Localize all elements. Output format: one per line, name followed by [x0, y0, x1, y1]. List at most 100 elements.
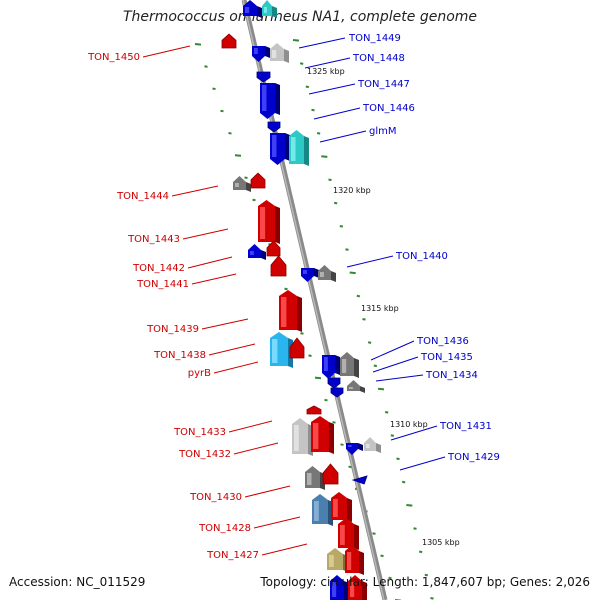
gene-label[interactable]: TON_1436: [416, 336, 469, 347]
tick-mark: [328, 178, 332, 182]
gene-label[interactable]: TON_1432: [178, 449, 231, 460]
gene-feature: [270, 332, 293, 368]
leader-lines: [142, 37, 446, 556]
gene-feature: [327, 548, 348, 572]
gene-label[interactable]: TON_1427: [206, 550, 259, 561]
tick-mark: [228, 131, 232, 135]
tick-mark: [362, 318, 366, 321]
gene-label[interactable]: TON_1428: [198, 523, 251, 534]
tick-mark: [299, 62, 304, 65]
gene-feature: [270, 255, 287, 277]
tick-mark: [321, 155, 328, 158]
gene-label[interactable]: TON_1448: [352, 53, 405, 64]
leader-line: [213, 361, 259, 374]
gene-feature: [318, 265, 336, 282]
tick-mark: [311, 108, 315, 112]
gene-feature: [331, 492, 352, 522]
tick-mark: [367, 341, 372, 344]
gene-feature: [311, 416, 334, 454]
gene-feature: [248, 244, 266, 260]
gene-label[interactable]: TON_1434: [425, 370, 478, 381]
tick-mark: [377, 387, 385, 391]
leader-line: [372, 356, 419, 373]
leader-line: [228, 420, 273, 433]
tick-mark: [220, 109, 224, 113]
tick-mark: [194, 43, 202, 46]
gene-feature: [345, 545, 364, 575]
gene-feature: [364, 437, 381, 453]
gene-label[interactable]: TON_1431: [439, 421, 492, 432]
tick-mark: [204, 65, 208, 68]
tick-mark: [418, 550, 423, 554]
gene-label[interactable]: TON_1439: [146, 324, 199, 335]
leader-line: [346, 255, 394, 268]
gene-feature: [322, 463, 339, 485]
gene-feature: [347, 380, 365, 393]
gene-label[interactable]: pyrB: [188, 368, 211, 379]
gene-feature: [305, 466, 325, 490]
gene-label[interactable]: TON_1449: [348, 33, 401, 44]
gene-feature: [330, 575, 349, 600]
gene-feature: [327, 377, 341, 389]
gene-feature: [351, 475, 368, 485]
leader-line: [187, 256, 233, 269]
tick-mark: [406, 504, 413, 507]
gene-feature: [256, 71, 271, 83]
tick-mark: [348, 465, 352, 469]
leader-line: [298, 37, 346, 49]
gene-label[interactable]: TON_1447: [357, 79, 410, 90]
tick-mark: [413, 527, 417, 530]
gene-label[interactable]: TON_1442: [132, 263, 185, 274]
tick-mark: [349, 271, 356, 275]
gene-label[interactable]: TON_1441: [136, 279, 189, 290]
gene-label[interactable]: glmM: [369, 126, 397, 137]
leader-line: [253, 516, 301, 529]
gene-label[interactable]: TON_1446: [362, 103, 415, 114]
tick-mark: [339, 225, 344, 228]
gene-feature: [301, 268, 319, 282]
tick-mark: [314, 376, 322, 380]
gene-feature: [262, 0, 277, 18]
gene-features: [221, 0, 381, 600]
scale-label: 1320 kbp: [333, 186, 371, 195]
leader-line: [142, 45, 191, 58]
gene-label[interactable]: TON_1444: [116, 191, 169, 202]
gene-feature: [340, 352, 359, 378]
gene-feature: [250, 172, 266, 189]
leader-line: [370, 340, 415, 361]
gene-label[interactable]: TON_1440: [395, 251, 448, 262]
gene-feature: [346, 443, 363, 455]
leader-line: [171, 185, 219, 197]
gene-label[interactable]: TON_1433: [173, 427, 226, 438]
gene-label[interactable]: TON_1435: [420, 352, 473, 363]
gene-feature: [289, 337, 305, 359]
tick-mark: [396, 457, 400, 461]
gene-label[interactable]: TON_1430: [189, 492, 242, 503]
tick-mark: [333, 201, 338, 205]
tick-mark: [212, 87, 216, 91]
gene-feature: [312, 494, 333, 526]
gene-label[interactable]: TON_1429: [447, 452, 500, 463]
gene-feature: [348, 575, 367, 600]
tick-mark: [373, 364, 378, 368]
gene-label[interactable]: TON_1438: [153, 350, 206, 361]
leader-line: [261, 543, 308, 556]
tick-mark: [252, 198, 256, 202]
tick-mark: [234, 154, 242, 157]
leader-line: [308, 83, 356, 95]
leader-line: [182, 228, 229, 240]
gene-feature: [289, 130, 309, 166]
gene-feature: [258, 200, 280, 244]
tick-mark: [388, 576, 392, 580]
gene-feature: [243, 0, 262, 18]
tick-mark: [305, 85, 310, 89]
gene-label[interactable]: TON_1443: [127, 234, 180, 245]
scale-label: 1325 kbp: [307, 67, 345, 76]
tick-mark: [356, 294, 361, 298]
left-gene-labels: TON_1450 TON_1444 TON_1443 TON_1442 TON_…: [87, 52, 259, 561]
leader-line: [399, 456, 446, 471]
gene-feature: [233, 176, 251, 192]
tick-mark: [390, 434, 395, 437]
gene-label[interactable]: TON_1450: [87, 52, 140, 63]
